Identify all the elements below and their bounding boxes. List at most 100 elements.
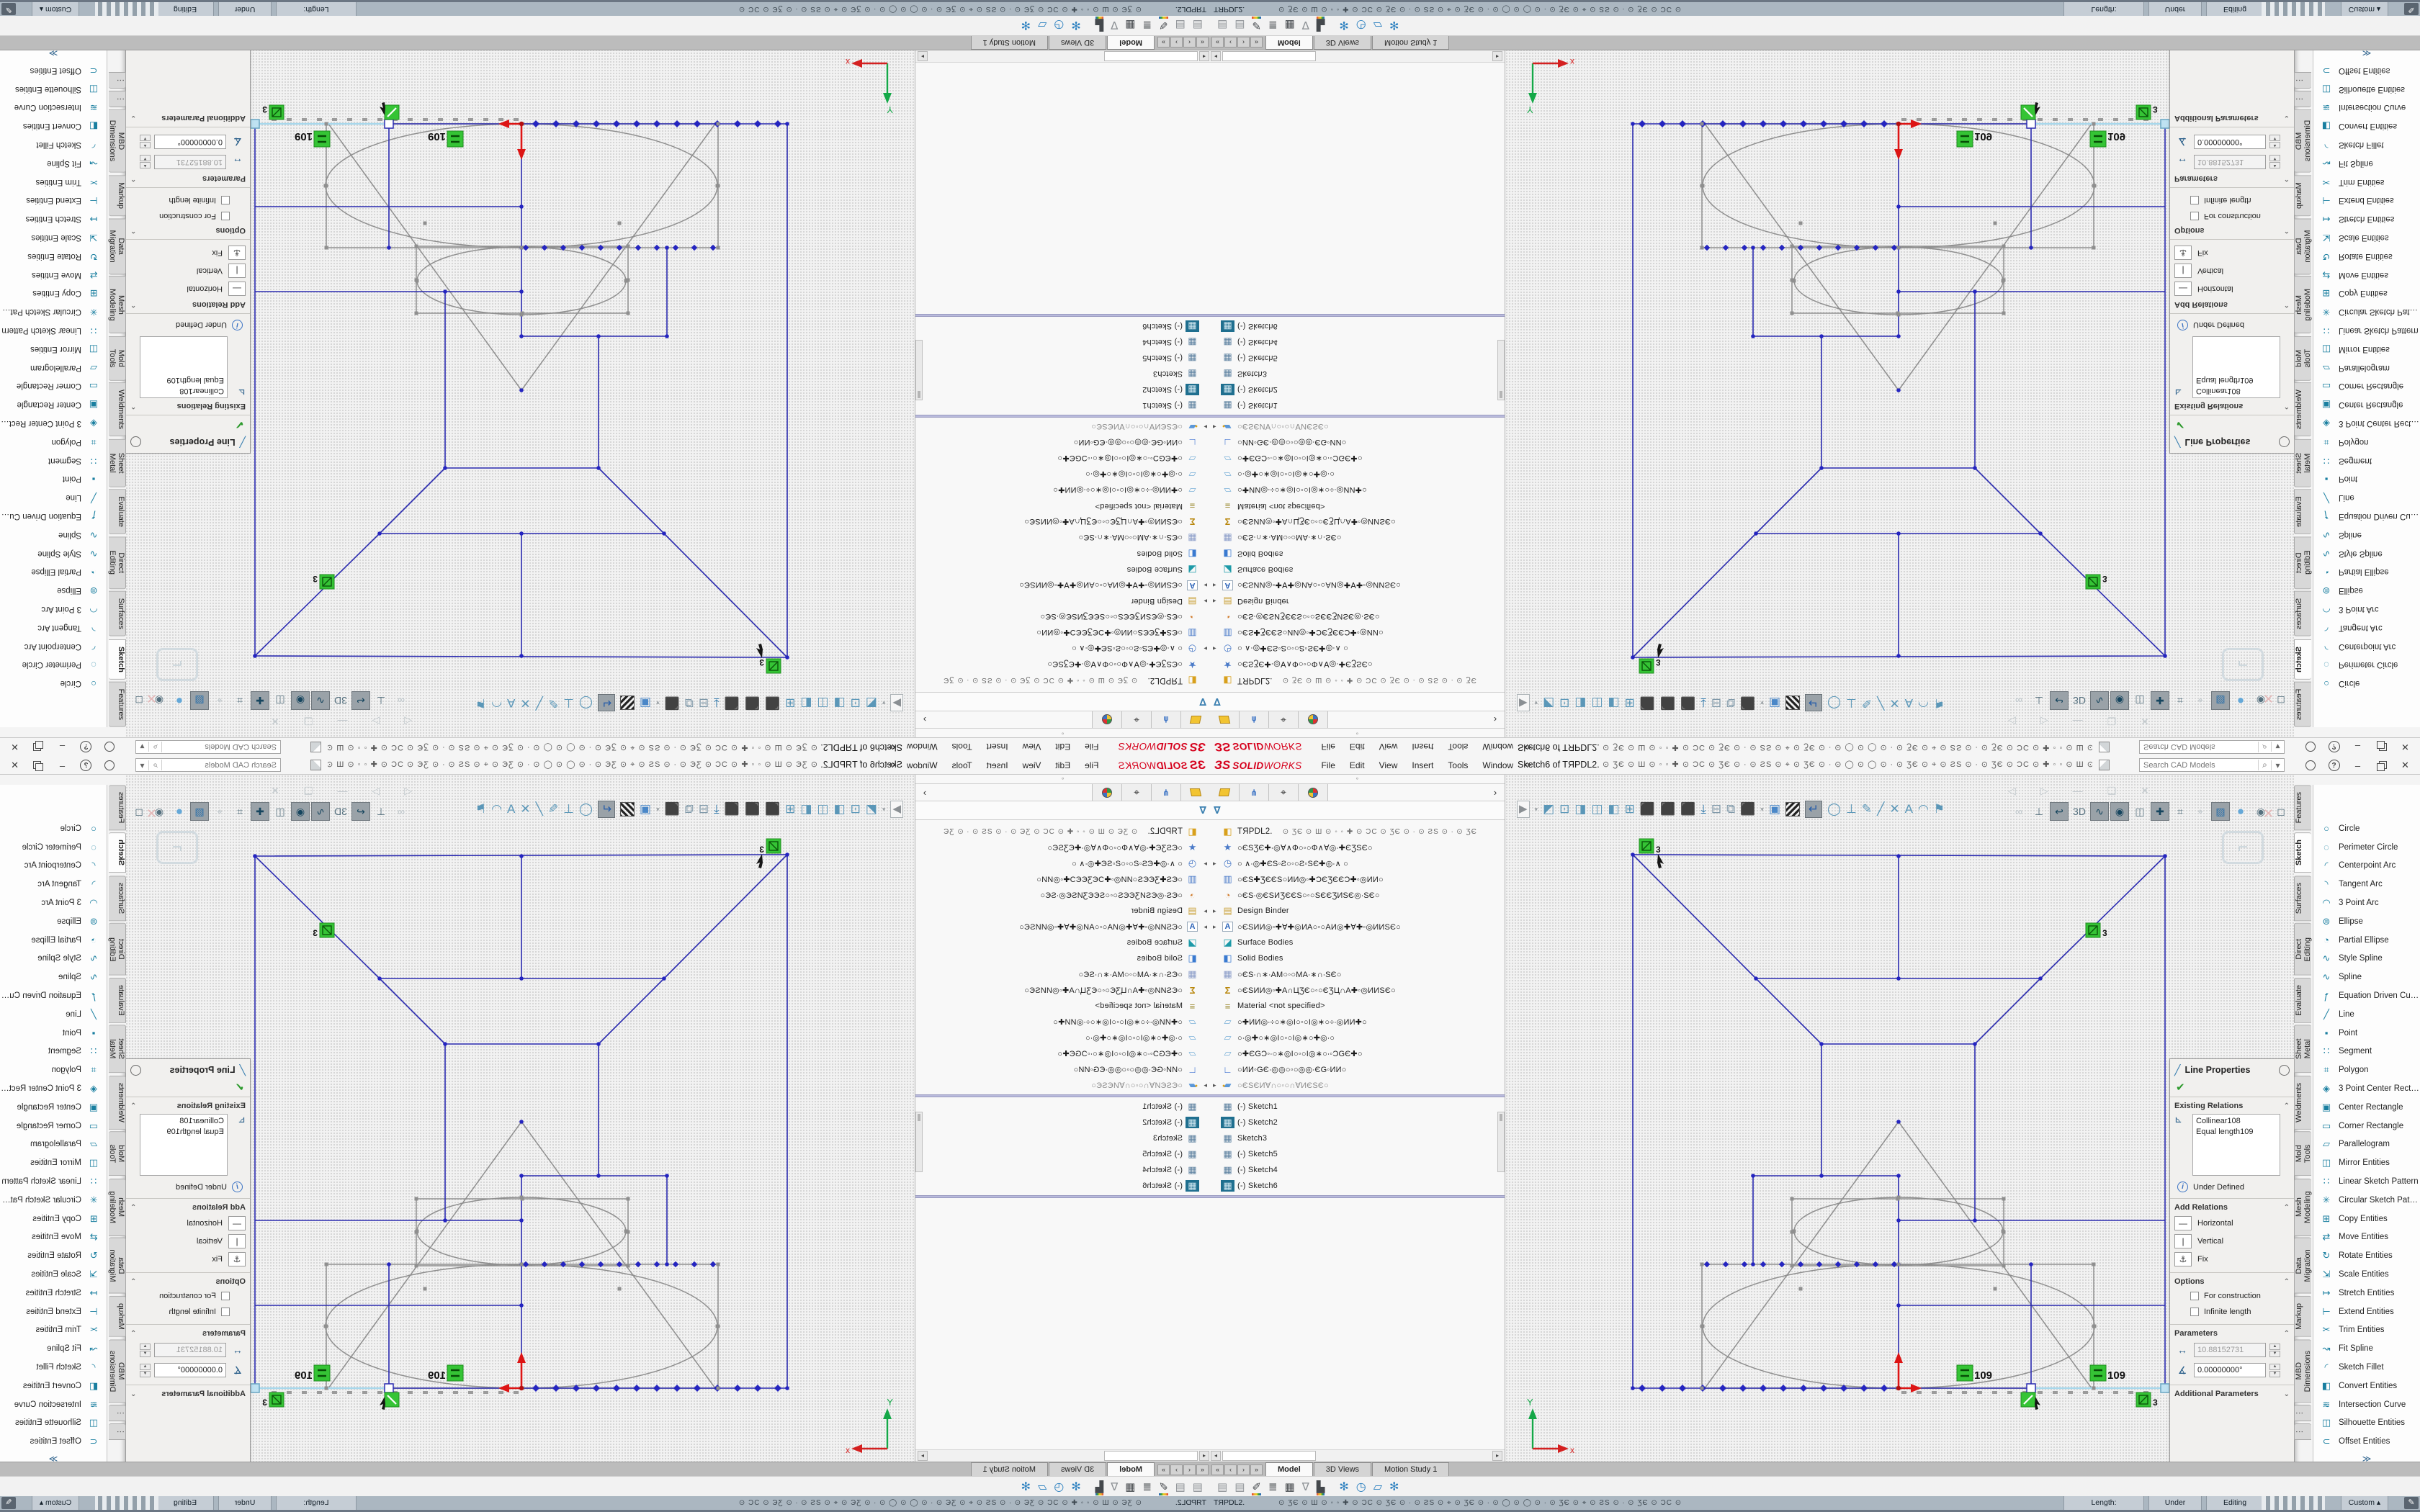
motion-toolbar-icon[interactable]: ✐ — [1252, 19, 1261, 32]
tree-item[interactable]: ▸ ▥ ○ЄS✚ƷЄЄS○ИИ◎◦✚ƆЄƷЄЄƆ✚◦◎ИИ○ — [915, 625, 1210, 641]
scroll-left-arrow[interactable]: ◂ — [1199, 51, 1209, 61]
menu-item[interactable]: Insert — [986, 742, 1008, 752]
flyout-tool-item[interactable]: ∿ Spline — [2313, 526, 2420, 544]
menu-item[interactable]: File — [1321, 742, 1335, 752]
command-tab[interactable]: Mold Tools — [2294, 1131, 2312, 1176]
toolbar-icon[interactable]: ⤓ — [1700, 802, 1706, 816]
flyout-tool-item[interactable]: ⊢ Extend Entities — [0, 1302, 107, 1321]
tree-splitter-2[interactable] — [915, 314, 1210, 317]
command-tab[interactable]: Direct Editing — [2294, 922, 2312, 976]
tree-item[interactable]: ▸ ▦ (-) Sketch1 — [915, 397, 1210, 413]
relation-entry[interactable]: Equal length109 — [2196, 376, 2254, 384]
menu-item[interactable]: File — [1321, 760, 1335, 770]
view-setting-button[interactable]: ◉ — [2256, 805, 2266, 817]
graphics-viewport[interactable]: ◁▷—❏✕ ▶▾◩⊡◨◫◧⊞⬛⬛⬛⤓⊟⧉⬛▾▣▨↵◯⊥✎╱✕A◠⚑ ∞⊥↩3D∿… — [1505, 775, 2294, 1462]
search-caret-icon[interactable]: ▾ — [2271, 742, 2284, 752]
toolbar-icon[interactable]: ⬛ — [1740, 802, 1756, 816]
motion-toolbar-icon[interactable]: ✐ — [1252, 1480, 1261, 1495]
toolbar-icon[interactable]: ✎ — [1861, 802, 1873, 816]
tree-filter-box[interactable]: ∇ — [1210, 692, 1505, 711]
scroll-track[interactable] — [1104, 1451, 1198, 1461]
flyout-tool-item[interactable]: ↻ Rotate Entities — [0, 1246, 107, 1265]
status-units-selector[interactable]: Custom ▴ — [32, 2, 79, 16]
window-control[interactable]: – — [59, 741, 66, 752]
panel-splitter-handle[interactable]: ∘ — [1355, 775, 1360, 782]
view-setting-button[interactable]: ↩ — [2050, 802, 2069, 821]
menu-item[interactable]: Edit — [1055, 760, 1071, 770]
menu-item[interactable]: Window — [1482, 760, 1514, 770]
flyout-tool-item[interactable]: ≋ Intersection Curve — [2313, 99, 2420, 117]
command-tab[interactable]: Markup — [2294, 1296, 2311, 1337]
toolbar-icon[interactable]: ◧ — [1608, 802, 1620, 816]
tree-item[interactable]: ▸ ▦ (-) Sketch4 — [1210, 334, 1505, 350]
toolbar-icon[interactable]: ◫ — [1591, 802, 1603, 816]
checkbox[interactable] — [2190, 212, 2199, 220]
tree-item[interactable]: ▸ A ○ЄSИИ◎◦✚∀✚◎ИA○◦○AИ◎✚∀✚◦◎ИИSЄ○ — [915, 577, 1210, 593]
flyout-tool-item[interactable]: ⌗ Polygon — [0, 1061, 107, 1079]
tab-propertymanager[interactable]: ⋔ — [1151, 784, 1180, 801]
tree-item[interactable]: ▸ ▱ ○✚ИИ◎∙÷○∗◎I○◦○I◎∗○÷∙◎ИИ✚○ — [915, 482, 1210, 498]
graphics-viewport[interactable]: ◁▷—❏✕ ▶▾◩⊡◨◫◧⊞⬛⬛⬛⤓⊟⧉⬛▾▣▨↵◯⊥✎╱✕A◠⚑ ∞⊥↩3D∿… — [126, 50, 915, 737]
collapse-chevron-icon[interactable]: ⌃ — [2283, 300, 2290, 309]
search-box[interactable]: ⌕ ▾ — [2139, 740, 2285, 754]
tab-configurationmanager[interactable]: ⌖ — [1269, 711, 1299, 728]
motion-toolbar-icon[interactable]: ≣ — [1268, 19, 1278, 32]
scroll-left-arrow[interactable]: ◂ — [1211, 1451, 1221, 1461]
command-tab[interactable]: Surfaces — [109, 875, 126, 921]
flyout-tool-item[interactable]: ⇄ Move Entities — [2313, 1228, 2420, 1247]
tab-nav-button[interactable]: » — [1157, 37, 1170, 48]
document-tab[interactable]: Motion Study 1 — [970, 1462, 1048, 1476]
flyout-tool-item[interactable]: ▪ Point — [2313, 469, 2420, 488]
flyout-tool-item[interactable]: ⊢ Extend Entities — [0, 191, 107, 210]
flyout-tool-item[interactable]: ◫ Mirror Entities — [2313, 340, 2420, 359]
motion-toolbar-icon[interactable]: ▱ — [1373, 19, 1382, 32]
search-icon[interactable]: ⌕ — [149, 742, 162, 752]
flyout-tool-item[interactable]: ✂ Trim Entities — [0, 1321, 107, 1340]
menu-item[interactable]: File — [1085, 742, 1099, 752]
tree-item[interactable]: ▸ ∟ ○ИИ◦GЄ∙◎◎○◦○◎◎∙ЄG◦ИИ○ — [915, 1061, 1210, 1077]
tree-item[interactable]: ▸ A ○ЄSИИ◎◦✚∀✚◎ИA○◦○AИ◎✚∀✚◦◎ИИSЄ○ — [1210, 577, 1505, 593]
motion-toolbar-icon[interactable]: ∇ — [1111, 1480, 1119, 1493]
flyout-tool-item[interactable]: ↝ Fit Spline — [0, 154, 107, 173]
motion-toolbar-icon[interactable]: ▙ — [1316, 1480, 1325, 1495]
motion-toolbar-icon[interactable]: ✻ — [1021, 1480, 1031, 1493]
flyout-tool-item[interactable]: ▱ Parallelogram — [0, 359, 107, 377]
relation-button-label[interactable]: Vertical — [196, 1236, 223, 1246]
tree-item[interactable]: ▸ ◧ Solid Bodies — [1210, 546, 1505, 562]
window-control[interactable]: ✕ — [2401, 760, 2409, 770]
tab-nav-button[interactable]: » — [1157, 1464, 1170, 1475]
tree-item[interactable]: ▸ ▤ Design Binder — [915, 593, 1210, 609]
search-box[interactable]: ⌕ ▾ — [2139, 758, 2285, 772]
flyout-tool-item[interactable]: ◫ Mirror Entities — [2313, 1153, 2420, 1172]
relation-entry[interactable]: Collinear108 — [2196, 1117, 2241, 1125]
tree-item[interactable]: ▸ ▱ ○∙◎✚○∗◎I○◦○I◎∗○✚◎∙○ — [1210, 1030, 1505, 1045]
command-tab[interactable]: Evaluate — [109, 489, 126, 535]
motion-toolbar-icon[interactable]: ▱ — [1373, 1480, 1382, 1493]
flyout-tool-item[interactable]: ⌗ Polygon — [0, 433, 107, 451]
tab-featuremanager[interactable] — [1210, 711, 1240, 728]
tab-nav-button[interactable]: « — [1196, 37, 1209, 48]
toolbar-icon[interactable]: ◩ — [1543, 802, 1555, 816]
scroll-left-arrow[interactable]: ◂ — [1199, 1451, 1209, 1461]
flyout-tool-item[interactable]: ◜ Centerpoint Arc — [2313, 637, 2420, 656]
menu-item[interactable]: Tools — [1448, 742, 1469, 752]
toolbar-icon[interactable]: ▣ — [1768, 802, 1781, 816]
menu-item[interactable]: Insert — [986, 760, 1008, 770]
tabs-overflow-chevron[interactable]: › — [1486, 711, 1505, 728]
flyout-tool-item[interactable]: ∿ Spline — [0, 526, 107, 544]
command-tab[interactable]: Surfaces — [109, 591, 126, 637]
help-icon[interactable] — [130, 436, 141, 448]
command-tab[interactable]: ⋮ — [109, 71, 126, 89]
flyout-tool-item[interactable]: ↝ Fit Spline — [2313, 1339, 2420, 1358]
flyout-tool-item[interactable]: ∷ Linear Sketch Pattern — [2313, 1172, 2420, 1191]
search-icon[interactable]: ⌕ — [149, 760, 162, 770]
motion-toolbar-icon[interactable]: ✻ — [1339, 1480, 1349, 1493]
command-tab[interactable]: MBD Dimensions — [2294, 1338, 2312, 1403]
tree-item[interactable]: ▸ ▦ (-) Sketch2 — [1210, 382, 1505, 397]
view-setting-button[interactable]: ✚ — [2151, 802, 2169, 821]
view-setting-button[interactable]: ◉ — [2110, 802, 2129, 821]
flyout-tool-item[interactable]: ∷ Linear Sketch Pattern — [2313, 321, 2420, 340]
collapse-chevron-icon[interactable]: ⌃ — [2283, 226, 2290, 235]
command-tab[interactable]: Data Migration — [108, 217, 126, 274]
command-tab[interactable]: Weldments — [2294, 1075, 2311, 1130]
